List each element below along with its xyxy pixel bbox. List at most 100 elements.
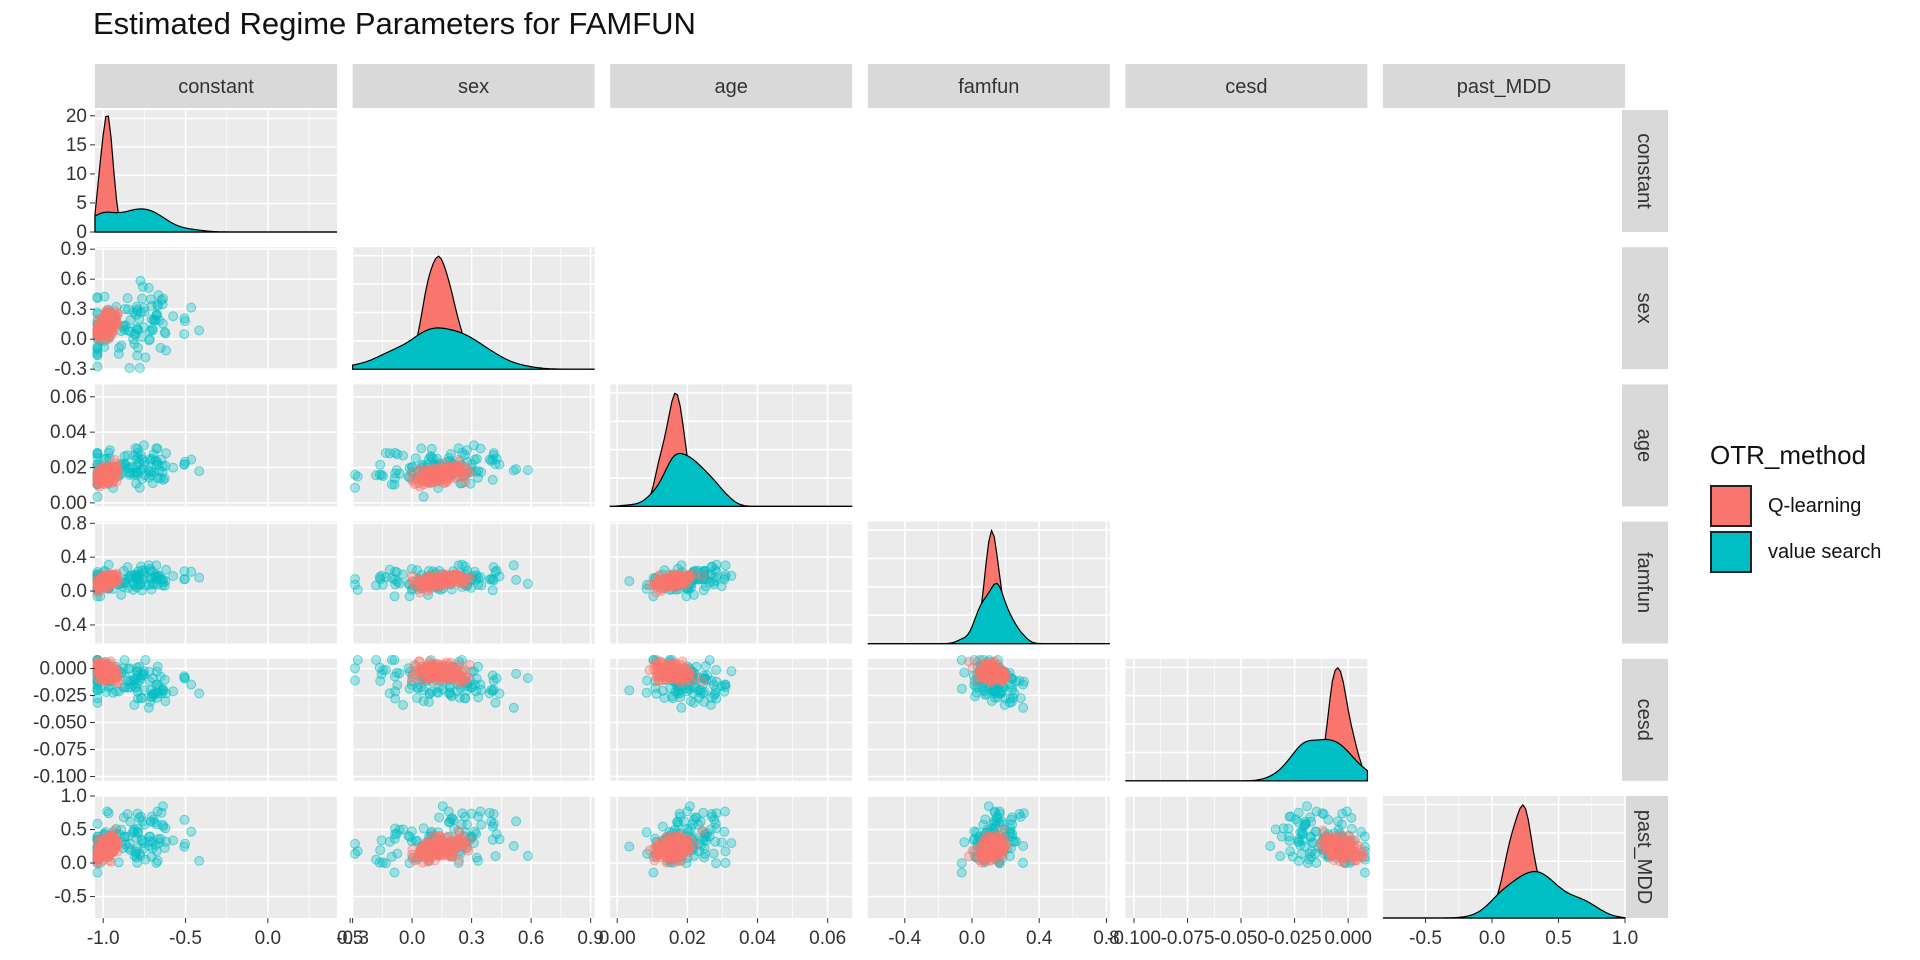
point-value-search bbox=[136, 835, 147, 846]
point-value-search bbox=[136, 307, 146, 318]
point-value-search bbox=[693, 692, 704, 703]
point-value-search bbox=[476, 467, 487, 477]
point-value-search bbox=[132, 350, 143, 361]
point-q-learning bbox=[94, 660, 105, 671]
point-value-search bbox=[491, 829, 502, 839]
point-value-search bbox=[122, 450, 133, 461]
x-tick-label: 1.0 bbox=[1612, 928, 1638, 949]
point-value-search bbox=[412, 693, 422, 703]
point-value-search bbox=[993, 688, 1004, 699]
point-q-learning bbox=[665, 580, 676, 591]
point-value-search bbox=[684, 801, 695, 812]
point-value-search bbox=[1284, 835, 1295, 846]
x-tick-label: -0.3 bbox=[336, 928, 369, 949]
chart-title: Estimated Regime Parameters for FAMFUN bbox=[93, 6, 696, 41]
point-value-search bbox=[706, 693, 717, 704]
point-value-search bbox=[140, 352, 151, 363]
x-tick-label: 0.3 bbox=[458, 928, 484, 949]
point-value-search bbox=[161, 448, 172, 459]
point-q-learning bbox=[464, 467, 475, 478]
point-value-search bbox=[469, 454, 480, 465]
point-value-search bbox=[159, 580, 170, 591]
point-value-search bbox=[416, 443, 427, 454]
strip-label-right-cesd: cesd bbox=[1633, 699, 1655, 741]
point-value-search bbox=[350, 838, 360, 849]
point-value-search bbox=[490, 697, 501, 708]
point-value-search bbox=[700, 661, 711, 671]
y-tick-label: 0.5 bbox=[61, 820, 87, 841]
point-value-search bbox=[980, 686, 991, 697]
point-value-search bbox=[194, 855, 205, 866]
point-q-learning bbox=[407, 571, 418, 582]
point-value-search bbox=[726, 838, 737, 849]
point-value-search bbox=[1302, 858, 1313, 869]
point-q-learning bbox=[995, 671, 1006, 682]
point-value-search bbox=[374, 572, 385, 583]
point-q-learning bbox=[697, 825, 708, 836]
point-value-search bbox=[168, 462, 179, 473]
point-value-search bbox=[374, 662, 385, 673]
y-tick-label: 15 bbox=[66, 135, 87, 156]
strip-right-constant bbox=[1622, 110, 1668, 232]
point-q-learning bbox=[422, 471, 432, 482]
x-tick-label: 0.0 bbox=[255, 928, 281, 949]
point-value-search bbox=[136, 693, 147, 703]
point-value-search bbox=[398, 700, 409, 710]
point-value-search bbox=[461, 445, 472, 456]
y-tick-label: -0.025 bbox=[33, 686, 87, 707]
point-value-search bbox=[454, 692, 465, 703]
point-q-learning bbox=[457, 673, 468, 684]
strip-right-past_MDD bbox=[1622, 796, 1668, 918]
point-q-learning bbox=[980, 660, 991, 671]
point-q-learning bbox=[1350, 851, 1361, 862]
point-value-search bbox=[488, 818, 499, 829]
point-value-search bbox=[688, 589, 699, 600]
point-value-search bbox=[168, 311, 179, 322]
point-value-search bbox=[471, 852, 482, 863]
point-value-search bbox=[124, 663, 135, 674]
legend-label-q-learning: Q-learning bbox=[1768, 494, 1862, 517]
point-value-search bbox=[469, 679, 480, 690]
point-value-search bbox=[92, 491, 103, 502]
point-value-search bbox=[116, 589, 127, 600]
point-value-search bbox=[389, 867, 400, 878]
point-value-search bbox=[120, 304, 130, 314]
point-value-search bbox=[508, 560, 519, 571]
point-q-learning bbox=[1324, 837, 1335, 847]
point-value-search bbox=[508, 841, 519, 851]
point-q-learning bbox=[678, 665, 689, 675]
point-value-search bbox=[1297, 829, 1308, 839]
point-value-search bbox=[145, 294, 156, 305]
point-q-learning bbox=[92, 476, 103, 487]
point-q-learning bbox=[670, 847, 681, 858]
point-value-search bbox=[143, 560, 154, 571]
point-value-search bbox=[92, 448, 103, 459]
point-value-search bbox=[475, 443, 486, 454]
x-tick-label: -0.050 bbox=[1214, 928, 1268, 949]
point-value-search bbox=[445, 814, 456, 825]
point-q-learning bbox=[415, 481, 426, 492]
panel-age-constant bbox=[95, 384, 337, 507]
point-value-search bbox=[956, 867, 967, 878]
x-tick-label: 0.000 bbox=[1324, 928, 1372, 949]
point-q-learning bbox=[422, 571, 433, 582]
point-q-learning bbox=[407, 468, 418, 479]
point-value-search bbox=[676, 702, 687, 713]
point-value-search bbox=[179, 329, 190, 340]
y-tick-label: 0.000 bbox=[39, 659, 87, 680]
point-q-learning bbox=[678, 573, 689, 584]
point-value-search bbox=[374, 469, 385, 480]
point-q-learning bbox=[422, 672, 432, 683]
point-q-learning bbox=[664, 660, 675, 671]
point-q-learning bbox=[464, 572, 475, 583]
point-value-search bbox=[424, 688, 435, 699]
point-value-search bbox=[186, 566, 197, 577]
x-tick-label: -0.100 bbox=[1107, 928, 1161, 949]
point-value-search bbox=[487, 585, 498, 596]
y-tick-label: 0.02 bbox=[50, 458, 87, 479]
point-q-learning bbox=[653, 571, 664, 582]
density-value-search-age bbox=[609, 452, 853, 507]
point-q-learning bbox=[653, 671, 664, 682]
y-tick-label: 1.0 bbox=[61, 786, 87, 807]
point-value-search bbox=[103, 808, 114, 819]
